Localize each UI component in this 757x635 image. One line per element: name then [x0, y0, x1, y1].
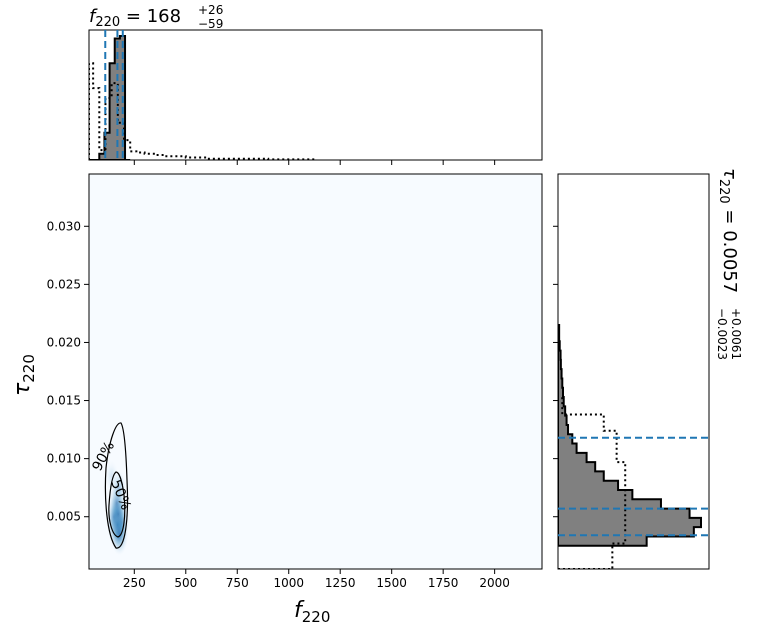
- contour-90-percent: [104, 422, 129, 549]
- top-title-minus: −59: [198, 17, 223, 31]
- y-tick-label: 0.020: [47, 335, 81, 349]
- x-tick-label: 500: [174, 576, 197, 590]
- density-blob: [105, 460, 119, 492]
- main-density-panel: 90% 50% 250 500 750 1000 1250 1500 1750 2000 0.…: [47, 173, 543, 590]
- x-tick-label: 2000: [479, 576, 510, 590]
- f220-prior-histogram: [89, 62, 317, 160]
- right-panel-title: τ220 = 0.0057 +0.0061 −0.0023: [715, 168, 743, 360]
- x-axis-label: f220: [294, 598, 330, 626]
- right-title-plus: +0.0061: [729, 308, 743, 360]
- main-panel-frame: [88, 173, 543, 570]
- contour-50-percent: [108, 471, 126, 538]
- right-title-minus: −0.0023: [715, 308, 729, 360]
- x-tick-label: 750: [226, 576, 249, 590]
- x-tick-label: 1250: [325, 576, 356, 590]
- y-tick-label: 0.030: [47, 219, 81, 233]
- y-tick-label: 0.010: [47, 452, 81, 466]
- top-panel-frame: [88, 29, 543, 161]
- y-axis-label: τ220: [10, 354, 38, 396]
- right-histogram-panel: [553, 173, 710, 570]
- y-tick-label: 0.015: [47, 394, 81, 408]
- x-tick-label: 1000: [273, 576, 304, 590]
- main-panel-background: [89, 174, 542, 569]
- svg-text:τ220 = 0.0057: τ220 = 0.0057: [716, 168, 740, 293]
- top-title-plus: +26: [198, 3, 223, 17]
- y-tick-label: 0.005: [47, 510, 81, 524]
- top-panel-title: f220 = 168: [89, 6, 181, 30]
- top-histogram-panel: [88, 29, 543, 165]
- x-tick-label: 250: [123, 576, 146, 590]
- x-tick-label: 1750: [428, 576, 459, 590]
- y-tick-label: 0.025: [47, 277, 81, 291]
- tau220-posterior-histogram: [558, 324, 702, 547]
- x-tick-label: 1500: [376, 576, 407, 590]
